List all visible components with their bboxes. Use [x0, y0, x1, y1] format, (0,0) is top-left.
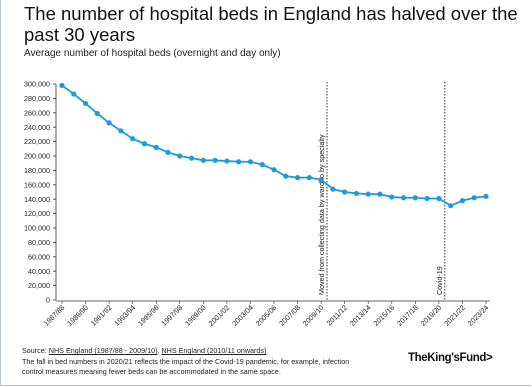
- data-point: [153, 144, 159, 150]
- data-point: [212, 157, 218, 163]
- data-point: [436, 195, 442, 202]
- chart-title: The number of hospital beds in England h…: [24, 3, 518, 45]
- y-tick-label: 200,000: [24, 152, 50, 161]
- kings-fund-logo[interactable]: TheKing'sFund>: [408, 352, 493, 364]
- y-tick-label: 260,000: [24, 108, 50, 117]
- data-point: [188, 155, 195, 161]
- footnote: The fall in bed numbers in 2020/21 refle…: [22, 357, 350, 376]
- data-point: [271, 167, 277, 173]
- data-point: [318, 177, 324, 183]
- source-link-2[interactable]: NHS England (2010/11 onwards): [161, 346, 267, 355]
- data-point: [471, 195, 477, 201]
- x-tick-label: 1997/98: [159, 303, 184, 328]
- source-separator: ,: [157, 346, 160, 355]
- y-tick-label: 20,000: [28, 281, 50, 290]
- data-point: [247, 159, 254, 165]
- x-tick-label: 1993/94: [112, 303, 137, 328]
- y-tick-label: 100,000: [24, 224, 50, 233]
- y-tick-label: 240,000: [24, 123, 50, 132]
- y-tick-label: 80,000: [28, 238, 50, 247]
- x-tick-label: 1991/92: [89, 303, 114, 328]
- data-point: [389, 194, 395, 200]
- data-point: [400, 195, 407, 201]
- x-tick-label: 2015/16: [371, 303, 396, 328]
- x-tick-label: 2011/12: [325, 303, 349, 327]
- x-tick-label: 2017/18: [395, 303, 420, 328]
- y-tick-label: 120,000: [24, 209, 50, 218]
- data-point: [236, 159, 242, 165]
- x-tick-label: 2007/08: [277, 303, 302, 328]
- x-tick-label: 1999/00: [183, 303, 208, 328]
- data-point: [130, 136, 136, 142]
- data-point: [59, 82, 65, 89]
- y-tick-label: 280,000: [24, 94, 50, 103]
- data-point: [424, 195, 430, 202]
- x-tick-label: 1995/96: [136, 303, 161, 328]
- x-tick-label: 1987/88: [42, 303, 67, 328]
- x-tick-label: 2003/04: [230, 303, 255, 328]
- y-tick-label: 60,000: [28, 252, 50, 261]
- x-tick-label: 2023/24: [466, 303, 491, 328]
- y-tick-label: 220,000: [24, 137, 50, 146]
- series-line: [61, 84, 487, 207]
- data-point: [283, 173, 289, 179]
- source-label: Source:: [22, 346, 47, 355]
- y-tick-label: 140,000: [24, 195, 50, 204]
- x-tick-label: 2013/14: [348, 303, 373, 328]
- data-point: [330, 186, 336, 192]
- data-point: [224, 158, 230, 164]
- y-tick-label: 40,000: [28, 267, 50, 276]
- data-point: [106, 120, 112, 126]
- x-tick-label: 2005/06: [254, 303, 279, 328]
- data-point: [71, 91, 77, 97]
- y-tick-label: 300,000: [24, 80, 50, 89]
- x-tick-label: 2021/22: [442, 303, 467, 328]
- data-point: [294, 175, 301, 181]
- data-point: [165, 149, 171, 155]
- data-point: [342, 189, 348, 195]
- data-point: [365, 191, 371, 197]
- data-point: [412, 195, 418, 201]
- data-point: [82, 100, 89, 107]
- data-point: [459, 198, 466, 204]
- y-tick-label: 0: [46, 296, 50, 305]
- y-tick-label: 160,000: [24, 180, 50, 189]
- data-point: [94, 110, 100, 117]
- x-tick-label: 2019/20: [419, 303, 444, 328]
- chart-subtitle: Average number of hospital beds (overnig…: [24, 48, 281, 59]
- annotation-label: Covid-19: [435, 266, 444, 295]
- x-tick-label: 1989/90: [65, 303, 90, 328]
- source-line: Source: NHS England (1987/88 - 2009/10),…: [22, 346, 266, 355]
- line-chart: 0 20,000 40,000 60,000 80,000 100,000 120,000 1…: [24, 80, 491, 328]
- data-point: [118, 128, 124, 134]
- data-point: [377, 191, 383, 197]
- y-tick-label: 180,000: [24, 166, 50, 175]
- data-point: [353, 190, 360, 197]
- x-tick-label: 2009/10: [301, 303, 326, 328]
- data-point: [483, 193, 489, 199]
- data-point: [141, 141, 148, 147]
- data-point: [448, 203, 454, 209]
- data-point: [259, 162, 265, 168]
- data-point: [177, 153, 183, 159]
- data-point: [200, 157, 206, 163]
- annotation-label: Moved from collecting data by ward to by…: [317, 134, 326, 295]
- data-point: [306, 175, 312, 181]
- x-tick-label: 2001/02: [207, 303, 232, 328]
- source-link-1[interactable]: NHS England (1987/88 - 2009/10): [48, 346, 158, 355]
